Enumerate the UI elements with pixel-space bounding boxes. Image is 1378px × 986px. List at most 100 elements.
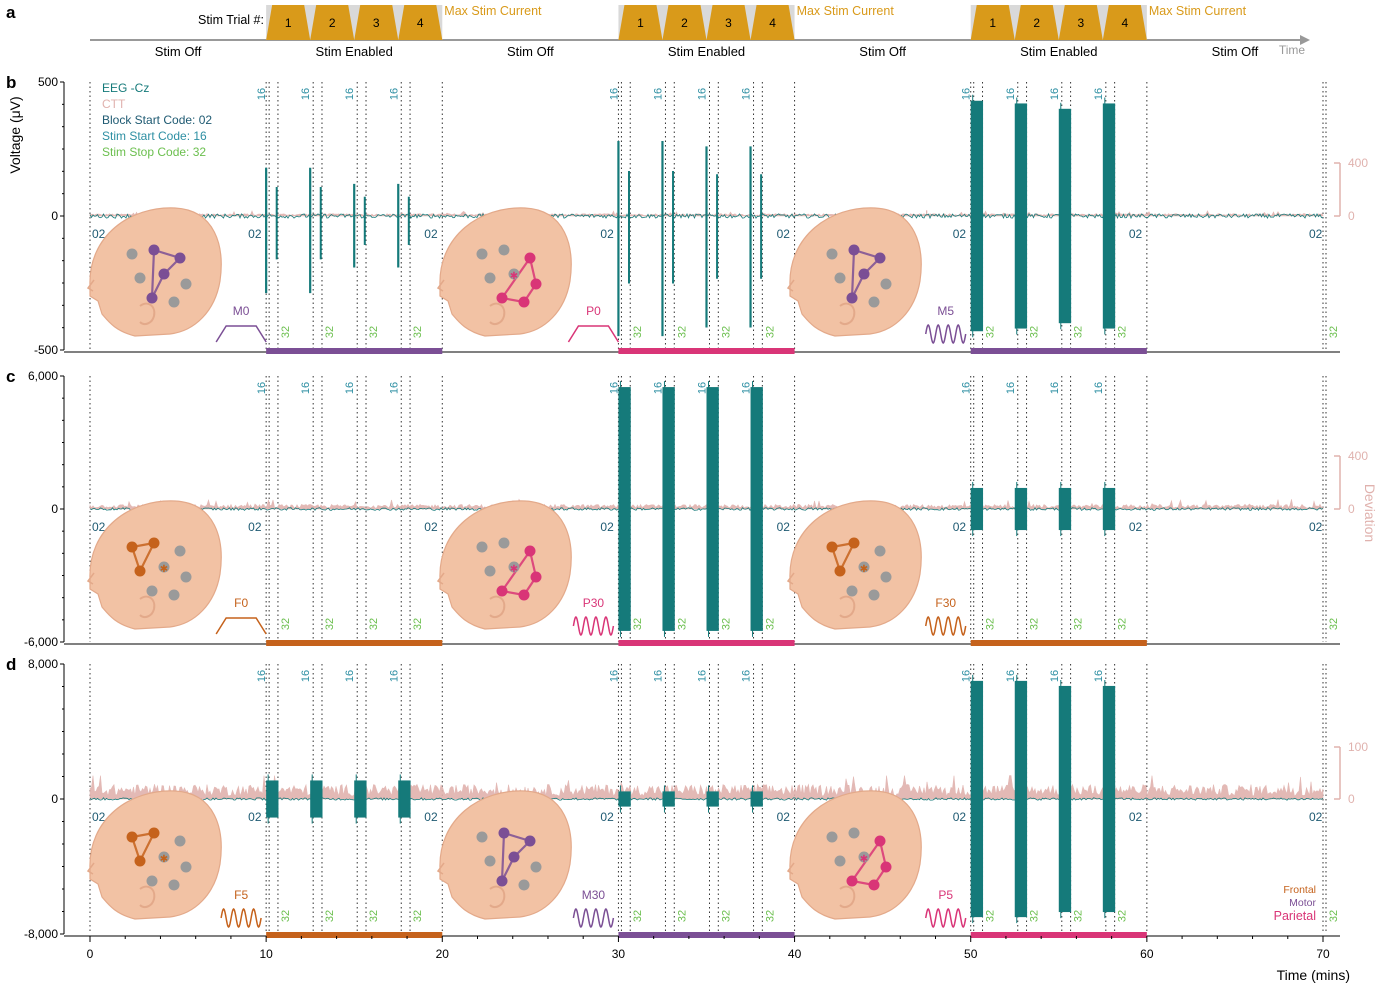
active-electrode bbox=[530, 278, 542, 290]
stim-stop-code: 32 bbox=[412, 326, 424, 338]
timeline-arrowhead bbox=[1300, 35, 1310, 45]
inactive-electrode bbox=[180, 861, 192, 873]
head-nose bbox=[786, 279, 795, 292]
stim-stop-code: 32 bbox=[764, 618, 776, 630]
stim-stop-code: 32 bbox=[1029, 910, 1041, 922]
inactive-electrode bbox=[146, 585, 158, 597]
stim-waveform-icon bbox=[924, 908, 967, 928]
stim-stop-code: 32 bbox=[676, 326, 688, 338]
stim-condition-label: P5 bbox=[938, 888, 953, 902]
stim-stop-code: 32 bbox=[280, 618, 292, 630]
active-electrode bbox=[874, 252, 886, 264]
stim-start-code: 16 bbox=[1093, 670, 1105, 682]
legend-entry: Block Start Code: 02 bbox=[102, 113, 212, 127]
y-tick-label: 500 bbox=[38, 75, 58, 89]
stim-stop-code: 32 bbox=[1117, 326, 1129, 338]
stim-start-code: 16 bbox=[1005, 88, 1017, 100]
block-start-code: 02 bbox=[424, 810, 438, 824]
eeg-artifact-burst bbox=[706, 791, 719, 807]
active-electrode bbox=[524, 545, 536, 557]
active-electrode bbox=[848, 244, 860, 256]
eeg-artifact-burst bbox=[354, 780, 367, 818]
eeg-artifact-burst bbox=[662, 387, 675, 631]
active-electrode bbox=[148, 537, 160, 549]
block-start-code: 02 bbox=[1129, 810, 1143, 824]
y-tick-label: 6,000 bbox=[28, 369, 58, 383]
stim-start-code: 16 bbox=[1005, 382, 1017, 394]
inactive-electrode bbox=[476, 831, 488, 843]
head-outline bbox=[89, 500, 222, 630]
active-electrode bbox=[868, 879, 880, 891]
inactive-electrode bbox=[834, 272, 846, 284]
block-start-code: 02 bbox=[1129, 227, 1143, 241]
timeline-panel: a Time Stim Trial #: Stim Off Stim Enabled 1 2… bbox=[6, 3, 1310, 59]
stim-start-code: 16 bbox=[300, 88, 312, 100]
stim-start-code: 16 bbox=[344, 88, 356, 100]
inactive-electrode bbox=[858, 561, 870, 573]
head-ear bbox=[489, 302, 506, 325]
stim-block-bar bbox=[618, 640, 795, 646]
x-tick-label: 30 bbox=[612, 947, 626, 961]
inactive-electrode bbox=[168, 589, 180, 601]
inactive-electrode bbox=[868, 589, 880, 601]
stim-start-code: 16 bbox=[652, 382, 664, 394]
inactive-electrode bbox=[874, 545, 886, 557]
block-start-code: 02 bbox=[600, 810, 614, 824]
stim-stop-code: 32 bbox=[1328, 618, 1340, 630]
stim-stop-code: 32 bbox=[720, 326, 732, 338]
stim-stop-code: 32 bbox=[1029, 326, 1041, 338]
inactive-electrode bbox=[180, 571, 192, 583]
stim-stop-code: 32 bbox=[985, 618, 997, 630]
stim-waveform-icon bbox=[215, 325, 267, 343]
block-start-code: 02 bbox=[248, 227, 262, 241]
head-outline bbox=[789, 500, 922, 630]
block-start-code: 02 bbox=[953, 520, 967, 534]
reference-marker: ✱ bbox=[860, 854, 868, 865]
block-start-code: 02 bbox=[1129, 520, 1143, 534]
stim-stop-code: 32 bbox=[1073, 618, 1085, 630]
inactive-electrode bbox=[848, 827, 860, 839]
head-nose bbox=[786, 572, 795, 585]
trial-number-label: 2 bbox=[1033, 16, 1040, 30]
active-electrode bbox=[148, 827, 160, 839]
stim-stop-code: 32 bbox=[324, 618, 336, 630]
eeg-artifact-burst bbox=[750, 791, 763, 807]
head-ear bbox=[839, 302, 856, 325]
head-nose bbox=[86, 862, 95, 875]
trial-number-label: 4 bbox=[1121, 16, 1128, 30]
active-electrode bbox=[496, 875, 508, 887]
reference-marker: ✱ bbox=[510, 854, 518, 865]
active-electrode bbox=[158, 268, 170, 280]
x-axis-title: Time (mins) bbox=[1277, 967, 1350, 983]
stim-stop-code: 32 bbox=[632, 618, 644, 630]
deviation-tick-label: 100 bbox=[1348, 740, 1368, 754]
y-tick-label: -8,000 bbox=[24, 927, 58, 941]
head-ear bbox=[489, 885, 506, 908]
active-electrode bbox=[858, 268, 870, 280]
active-electrode bbox=[496, 585, 508, 597]
stim-waveform-icon bbox=[572, 908, 615, 928]
eeg-artifact-burst bbox=[1058, 487, 1072, 531]
head-ear bbox=[839, 595, 856, 618]
active-electrode bbox=[848, 537, 860, 549]
active-electrode bbox=[126, 831, 138, 843]
deviation-tick-label: 0 bbox=[1348, 792, 1355, 806]
trial-number-label: 1 bbox=[637, 16, 644, 30]
stim-waveform-icon bbox=[215, 617, 267, 635]
x-tick-label: 20 bbox=[436, 947, 450, 961]
y-tick-label: 0 bbox=[51, 502, 58, 516]
x-tick-label: 40 bbox=[788, 947, 802, 961]
eeg-artifact-burst bbox=[310, 780, 323, 818]
inactive-electrode bbox=[834, 855, 846, 867]
timeline-segment-label: Stim Off bbox=[155, 44, 202, 59]
region-legend-frontal: Frontal bbox=[1283, 884, 1316, 896]
stim-stop-code: 32 bbox=[676, 910, 688, 922]
eeg-artifact-burst bbox=[1014, 103, 1028, 329]
stim-stop-code: 32 bbox=[720, 910, 732, 922]
stim-stop-code: 32 bbox=[764, 910, 776, 922]
stim-start-code: 16 bbox=[1093, 88, 1105, 100]
active-electrode bbox=[508, 851, 520, 863]
stim-stop-code: 32 bbox=[324, 910, 336, 922]
region-legend-motor: Motor bbox=[1289, 897, 1316, 909]
max-current-label: Max Stim Current bbox=[797, 4, 895, 18]
